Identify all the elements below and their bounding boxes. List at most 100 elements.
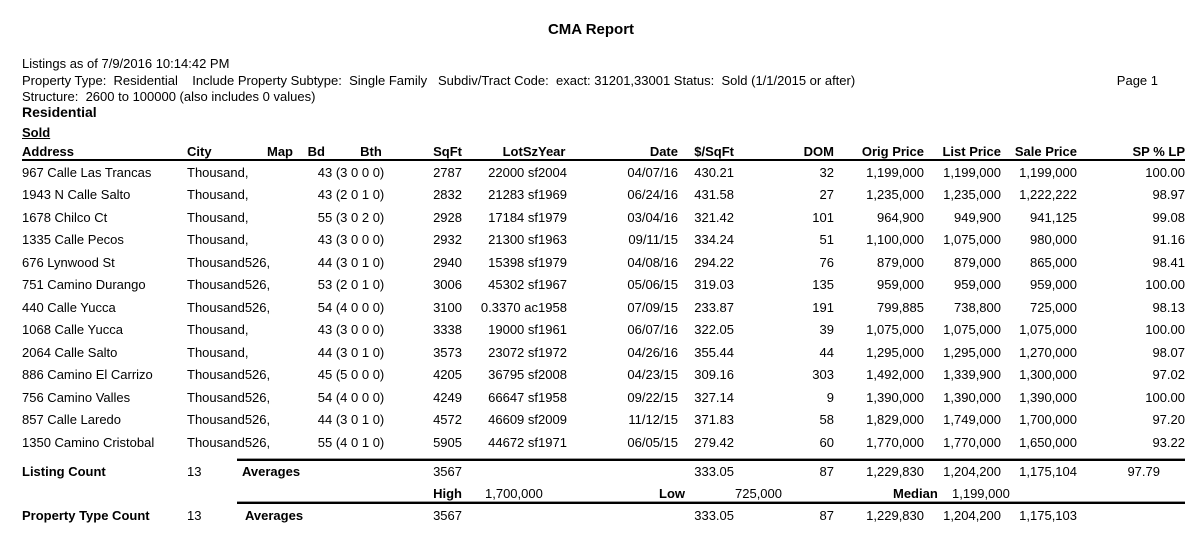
- avg-sale-price: 1,175,103: [1019, 508, 1077, 523]
- property-type-count-value: 13: [187, 508, 202, 523]
- cell-bd: 4: [317, 232, 325, 248]
- cell-sp_lp: 100.00: [1145, 389, 1185, 405]
- property-type-count-summary-row: Property Type Count 13 Averages 3567 333…: [0, 508, 1200, 524]
- section-heading-residential: Residential: [22, 104, 97, 120]
- cell-sqft: 2932: [433, 232, 462, 248]
- cell-bth: 3 (3 0 0 0): [325, 164, 385, 180]
- cell-address: 1335 Calle Pecos: [22, 232, 124, 248]
- cell-orig_price: 1,390,000: [866, 389, 924, 405]
- avg-sqft: 3567: [433, 464, 462, 479]
- column-header-sp_lp: SP % LP: [1077, 142, 1185, 161]
- listing-row: 1943 N Calle Salto Thousand, 4 3 (2 0 1 0) 2…: [22, 184, 1185, 207]
- listing-row: 1678 Chilco Ct Thousand, 5 5 (3 0 2 0) 2928 1…: [22, 206, 1185, 229]
- summary-divider-top: [237, 458, 1185, 461]
- cell-city: Thousand526,: [187, 299, 271, 315]
- cell-ppsf: 321.42: [694, 209, 734, 225]
- cell-city: Thousand,: [187, 209, 249, 225]
- cell-city: Thousand526,: [187, 412, 271, 428]
- cell-ppsf: 334.24: [694, 232, 734, 248]
- cell-lotsz: 15398 sf: [488, 254, 538, 270]
- cell-lotsz: 0.3370 ac: [480, 299, 538, 315]
- cell-bth: 3 (2 0 1 0): [325, 187, 385, 203]
- cell-sp_lp: 93.22: [1152, 434, 1185, 450]
- listing-count-summary-row: Listing Count 13 Averages 3567 333.05 87…: [0, 464, 1200, 480]
- low-value: 725,000: [735, 486, 782, 501]
- cell-year: 1971: [538, 434, 567, 450]
- cell-ppsf: 371.83: [694, 412, 734, 428]
- avg-sqft: 3567: [433, 508, 462, 523]
- cell-sale_price: 1,222,222: [1019, 187, 1077, 203]
- cell-lotsz: 21283 sf: [488, 187, 538, 203]
- cell-orig_price: 879,000: [877, 254, 924, 270]
- cell-address: 751 Camino Durango: [22, 277, 146, 293]
- cell-address: 440 Calle Yucca: [22, 299, 116, 315]
- cell-sale_price: 1,700,000: [1019, 412, 1077, 428]
- cell-address: 1350 Camino Cristobal: [22, 434, 155, 450]
- cell-list_price: 1,339,900: [943, 367, 1001, 383]
- cell-bd: 4: [317, 164, 325, 180]
- avg-dom: 87: [819, 508, 834, 523]
- cell-list_price: 879,000: [954, 254, 1001, 270]
- cell-bd: 5: [317, 209, 325, 225]
- cell-date: 09/11/15: [628, 232, 678, 248]
- cell-year: 1967: [538, 277, 567, 293]
- cell-year: 2004: [538, 164, 567, 180]
- cell-sqft: 3338: [433, 322, 462, 338]
- cell-sqft: 2940: [433, 254, 462, 270]
- cell-bth: 5 (3 0 2 0): [325, 209, 385, 225]
- cell-address: 756 Camino Valles: [22, 389, 131, 405]
- cell-sale_price: 1,270,000: [1019, 344, 1077, 360]
- avg-sp-lp: 97.79: [1127, 464, 1160, 479]
- cell-lotsz: 17184 sf: [488, 209, 538, 225]
- cell-year: 1958: [538, 299, 567, 315]
- cell-orig_price: 1,075,000: [866, 322, 924, 338]
- cell-sp_lp: 100.00: [1145, 164, 1185, 180]
- structure-line: Structure: 2600 to 100000 (also includes…: [22, 89, 316, 104]
- column-header-list_price: List Price: [924, 142, 1001, 161]
- cell-map: [253, 341, 293, 364]
- cell-date: 07/09/15: [627, 299, 678, 315]
- cell-bd: 4: [317, 367, 325, 383]
- cell-address: 1678 Chilco Ct: [22, 209, 108, 225]
- cell-year: 1972: [538, 344, 567, 360]
- cell-date: 04/08/16: [627, 254, 678, 270]
- low-label: Low: [659, 486, 685, 501]
- listing-row: 751 Camino Durango Thousand526, 5 3 (2 0 1 …: [22, 274, 1185, 297]
- cell-sqft: 2832: [433, 187, 462, 203]
- cell-sp_lp: 98.97: [1152, 187, 1185, 203]
- cell-year: 1961: [538, 322, 567, 338]
- cell-orig_price: 1,199,000: [866, 164, 924, 180]
- cell-sale_price: 1,199,000: [1019, 164, 1077, 180]
- cell-sale_price: 959,000: [1030, 277, 1077, 293]
- listings-table: Address City Map Bd Bth SqFt LotSz Year Date $/Sq…: [22, 142, 1185, 454]
- cell-list_price: 1,295,000: [943, 344, 1001, 360]
- cell-dom: 303: [812, 367, 834, 383]
- column-header-sale_price: Sale Price: [1001, 142, 1077, 161]
- cell-bth: 3 (2 0 1 0): [325, 277, 385, 293]
- cell-sqft: 3573: [433, 344, 462, 360]
- cell-dom: 60: [819, 434, 834, 450]
- cell-ppsf: 233.87: [694, 299, 734, 315]
- cell-ppsf: 430.21: [694, 164, 734, 180]
- cell-date: 04/26/16: [627, 344, 678, 360]
- cell-lotsz: 19000 sf: [488, 322, 538, 338]
- cell-list_price: 738,800: [954, 299, 1001, 315]
- cell-bth: 5 (5 0 0 0): [325, 367, 385, 383]
- cell-sale_price: 1,650,000: [1019, 434, 1077, 450]
- cell-lotsz: 23072 sf: [488, 344, 538, 360]
- cell-list_price: 1,235,000: [943, 187, 1001, 203]
- column-header-bth: Bth: [325, 142, 417, 161]
- cell-list_price: 1,075,000: [943, 232, 1001, 248]
- listing-row: 886 Camino El Carrizo Thousand526, 4 5 (5 0…: [22, 364, 1185, 387]
- cell-sqft: 2928: [433, 209, 462, 225]
- cell-map: [253, 319, 293, 342]
- cell-list_price: 1,199,000: [943, 164, 1001, 180]
- cell-year: 1969: [538, 187, 567, 203]
- cell-bd: 4: [317, 412, 325, 428]
- page-number: Page 1: [1116, 73, 1158, 88]
- column-header-dom: DOM: [734, 142, 834, 161]
- cell-sqft: 4249: [433, 389, 462, 405]
- high-value: 1,700,000: [485, 486, 543, 501]
- cell-sale_price: 1,390,000: [1019, 389, 1077, 405]
- cell-address: 967 Calle Las Trancas: [22, 164, 152, 180]
